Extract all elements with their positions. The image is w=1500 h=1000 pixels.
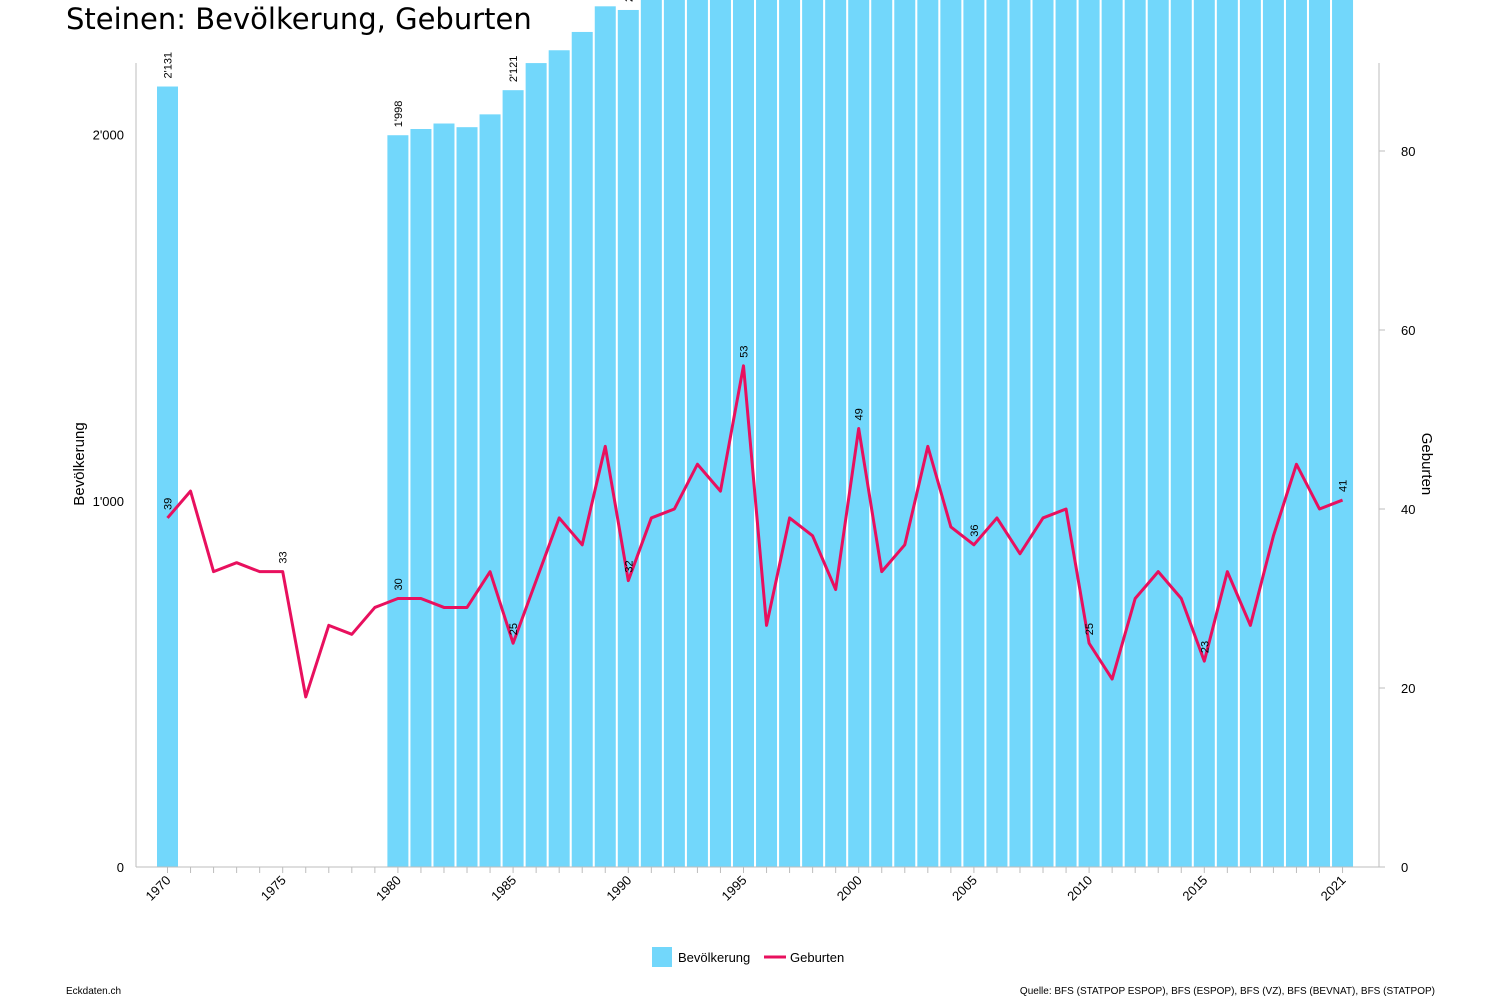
line-label-2010: 25 [1084,623,1096,635]
bar-1970 [157,86,178,867]
bar-2010 [1078,0,1100,868]
legend-label-geburten: Geburten [790,950,844,965]
bar-1986 [525,63,547,867]
bar-2012 [1124,0,1146,867]
line-series-geburten [166,364,1344,699]
bar-2013 [1147,0,1169,867]
legend-swatch-bevoelkerung [652,947,672,967]
footer-site: Eckdaten.ch [66,986,122,997]
bar-2014 [1170,0,1192,867]
x-tick-label-2010: 2010 [1064,873,1095,904]
legend: Bevölkerung Geburten [652,947,844,967]
line-label-1990: 32 [623,560,635,572]
bar-1997 [779,0,801,868]
bar-1984 [479,114,501,868]
legend-label-bevoelkerung: Bevölkerung [678,950,750,965]
x-tick-label-1990: 1990 [603,873,634,904]
bar-2008 [1032,0,1054,868]
right-tick-label: 80 [1401,144,1415,159]
bar-series-bevoelkerung [157,0,1354,868]
bar-2019 [1285,0,1307,867]
bar-label-1970: 2'131 [163,52,175,79]
chart-title: Steinen: Bevölkerung, Geburten [66,2,532,36]
bar-1980 [387,135,409,868]
bar-2017 [1239,0,1261,868]
bar-2003 [917,0,939,868]
bar-1993 [686,0,708,868]
left-tick-label: 1'000 [93,494,124,509]
x-tick-label-1995: 1995 [719,873,750,904]
x-tick-label-2005: 2005 [949,873,980,904]
bar-2005 [963,0,985,867]
bar-2002 [894,0,916,868]
bar-1998 [802,0,824,868]
line-label-1970: 39 [163,498,175,510]
bar-1994 [709,0,731,867]
line-label-1975: 33 [278,551,290,563]
bar-1989 [594,6,616,868]
bar-1991 [640,0,662,867]
bar-label-1990: 2'340 [623,0,635,2]
bar-2021 [1332,0,1354,867]
bar-1996 [756,0,778,867]
bar-2018 [1262,0,1284,868]
x-tick-label-2015: 2015 [1179,873,1210,904]
bar-1990 [617,9,639,868]
left-tick-label: 2'000 [93,128,124,143]
left-axis-title: Bevölkerung [71,422,88,505]
bar-1985 [502,90,524,868]
bar-1987 [548,50,570,867]
x-tick-label-2021: 2021 [1318,873,1349,904]
bar-label-1980: 1'998 [393,101,405,128]
bar-1982 [433,123,455,867]
footer-source: Quelle: BFS (STATPOP ESPOP), BFS (ESPOP)… [1019,986,1435,997]
bar-1983 [456,127,478,868]
line-label-2021: 41 [1338,480,1350,492]
bar-2007 [1009,0,1031,868]
right-tick-label: 40 [1401,502,1415,517]
line-label-2015: 23 [1199,641,1211,653]
line-geburten [166,364,1344,699]
bar-1988 [571,31,593,867]
x-tick-label-1980: 1980 [373,873,404,904]
right-tick-label: 20 [1401,681,1415,696]
line-label-1995: 53 [739,346,751,358]
bar-2001 [871,0,893,868]
bar-1981 [410,129,432,867]
bar-2006 [986,0,1008,868]
right-axis-title: Geburten [1418,433,1435,496]
bar-2011 [1101,0,1123,868]
bar-2016 [1216,0,1238,867]
bar-2009 [1055,0,1077,867]
left-tick-label: 0 [117,860,124,875]
bar-1992 [663,0,685,868]
bar-2015 [1193,0,1215,868]
right-tick-label: 0 [1401,860,1408,875]
data-labels: 2'1311'9982'1212'3402'7032'8173'0043'168… [163,0,1350,653]
x-tick-label-2000: 2000 [834,873,865,904]
line-label-1985: 25 [508,623,520,635]
bar-label-1985: 2'121 [508,56,520,83]
bar-1995 [733,0,754,867]
x-tick-label-1985: 1985 [488,873,519,904]
right-tick-label: 60 [1401,323,1415,338]
bar-2004 [940,0,962,867]
bar-1999 [825,0,847,867]
line-label-2000: 49 [854,408,866,420]
bar-2020 [1309,0,1330,867]
x-tick-label-1975: 1975 [258,873,289,904]
x-tick-label-1970: 1970 [143,873,174,904]
line-label-1980: 30 [393,578,405,590]
line-label-2005: 36 [969,525,981,537]
